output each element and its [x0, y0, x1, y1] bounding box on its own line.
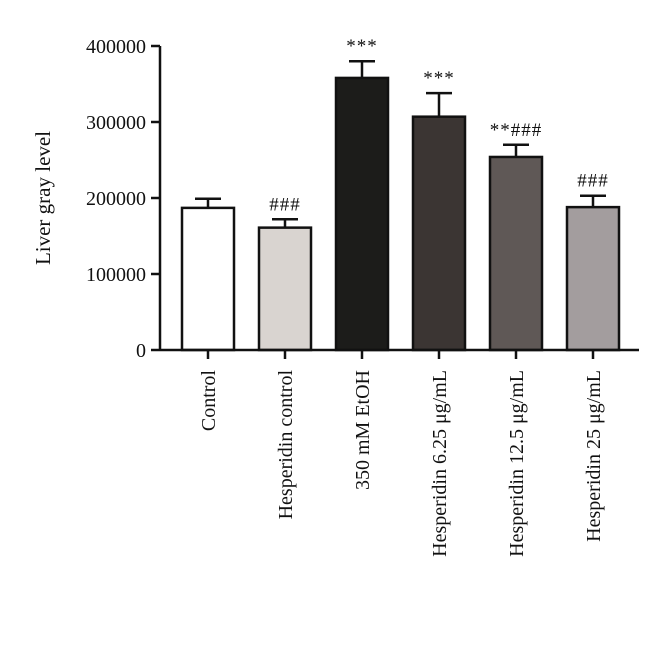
bar	[565, 205, 621, 352]
bars: ### *** *** **### ###	[180, 36, 621, 352]
x-tick-label: Hesperidin 25 μg/mL	[583, 370, 605, 542]
y-axis: 0 100000 200000 300000 400000	[86, 36, 162, 362]
bar	[488, 155, 544, 352]
significance-label: ###	[577, 171, 609, 192]
bar	[180, 206, 236, 352]
x-tick-label: Control	[198, 370, 220, 432]
x-tick-label: Hesperidin 6.25 μg/mL	[429, 370, 451, 557]
significance-label: ***	[423, 68, 455, 89]
bar	[411, 115, 467, 352]
y-tick-label: 400000	[86, 36, 146, 58]
x-axis: Control Hesperidin control 350 mM EtOH Hesp…	[160, 348, 639, 557]
significance-label: **###	[490, 120, 543, 141]
y-tick-label: 0	[136, 340, 146, 362]
y-tick-label: 100000	[86, 264, 146, 286]
significance-label: ***	[346, 36, 378, 57]
bar	[334, 76, 390, 352]
x-tick-label: Hesperidin 12.5 μg/mL	[506, 370, 528, 557]
x-tick-label: Hesperidin control	[275, 370, 297, 520]
bar	[257, 226, 313, 352]
y-axis-title: Liver gray level	[31, 131, 55, 265]
y-tick-label: 200000	[86, 188, 146, 210]
x-tick-label: 350 mM EtOH	[352, 370, 374, 490]
y-tick-label: 300000	[86, 112, 146, 134]
significance-label: ###	[269, 194, 301, 215]
